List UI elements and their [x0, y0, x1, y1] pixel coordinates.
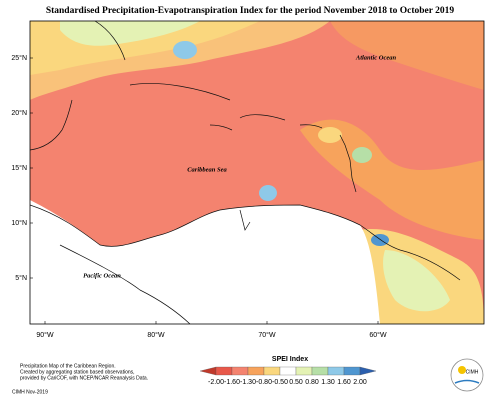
colorbar-segment: [359, 366, 377, 376]
coastline: [59, 244, 191, 324]
legend-title: SPEI Index: [272, 356, 308, 363]
colorbar-label: -1.60: [224, 379, 240, 386]
logo-text: CIMH: [466, 369, 479, 375]
ocean-label: Pacific Ocean: [83, 272, 121, 279]
no-data: [30, 200, 380, 324]
legend: -2.00 -1.60 -1.30 -0.80 -0.50 0.50 0.80 1.30 1.6…: [199, 366, 377, 386]
spei-field: [173, 41, 197, 59]
colorbar-label: -0.50: [272, 379, 288, 386]
spei-field: [352, 147, 372, 163]
coastline: [129, 83, 323, 131]
spei-field: [330, 21, 484, 90]
lon-tick-label: 80°W: [147, 331, 165, 339]
spei-field: [60, 21, 200, 46]
spei-field: [259, 185, 277, 201]
spei-field: [371, 234, 389, 246]
colorbar-segment: [263, 366, 281, 376]
coastline: [30, 204, 461, 281]
colorbar-segment: [247, 366, 265, 376]
lat-tick-label: 5°N: [15, 274, 27, 282]
logo-sun: [458, 366, 466, 374]
map-area: Atlantic Ocean Caribbean Sea Pacific Oce…: [29, 20, 485, 325]
colorbar-segment: [327, 366, 345, 376]
colorbar-label: -2.00: [208, 379, 224, 386]
ocean-label: Caribbean Sea: [187, 166, 227, 173]
lat-tick-label: 15°N: [11, 164, 27, 172]
lat-tick-label: 25°N: [11, 54, 27, 62]
spei-field: [300, 119, 484, 240]
colorbar-label: 0.50: [289, 379, 303, 386]
spei-field: [318, 127, 342, 143]
lat-tick-label: 10°N: [11, 219, 27, 227]
footnote: Precipitation Map of the Caribbean Regio…: [20, 363, 116, 369]
lon-tick-label: 70°W: [258, 331, 276, 339]
logo-wave: [454, 379, 480, 384]
credit: CIMH Nov-2019: [12, 389, 48, 395]
colorbar-label: -0.80: [256, 379, 272, 386]
colorbar-segment: [311, 366, 329, 376]
footnote: provided by CariCOF, with NCEP/NCAR Rean…: [20, 375, 148, 381]
footnote: Created by aggregating station based obs…: [20, 369, 135, 375]
colorbar-label: 2.00: [353, 379, 367, 386]
lat-tick-label: 20°N: [11, 109, 27, 117]
lon-tick-label: 90°W: [36, 331, 54, 339]
spei-field: [383, 250, 450, 312]
axis-ticks: 25°N 20°N 15°N 10°N 5°N 90°W 80°W 70°W 60°W: [11, 54, 387, 339]
colorbar-segment: [343, 366, 361, 376]
logo: [450, 358, 484, 392]
colorbar-label: 1.30: [321, 379, 335, 386]
colorbar-segment: [215, 366, 233, 376]
coastline: [239, 209, 251, 231]
colorbar-segment: [231, 366, 249, 376]
map-title: Standardised Precipitation-Evapotranspir…: [46, 6, 455, 16]
colorbar-segment: [279, 366, 297, 376]
coastline: [30, 21, 126, 151]
lon-tick-label: 60°W: [369, 331, 387, 339]
coastline: [339, 134, 357, 193]
colorbar-segment: [295, 366, 313, 376]
colorbar-label: -1.30: [240, 379, 256, 386]
colorbar-label: 1.60: [337, 379, 351, 386]
footer: CIMH Nov-2019 CIMH Precipitation Map of …: [12, 358, 484, 395]
map-frame: [29, 20, 485, 325]
colorbar-label: 0.80: [305, 379, 319, 386]
ocean-label: Atlantic Ocean: [355, 54, 397, 61]
